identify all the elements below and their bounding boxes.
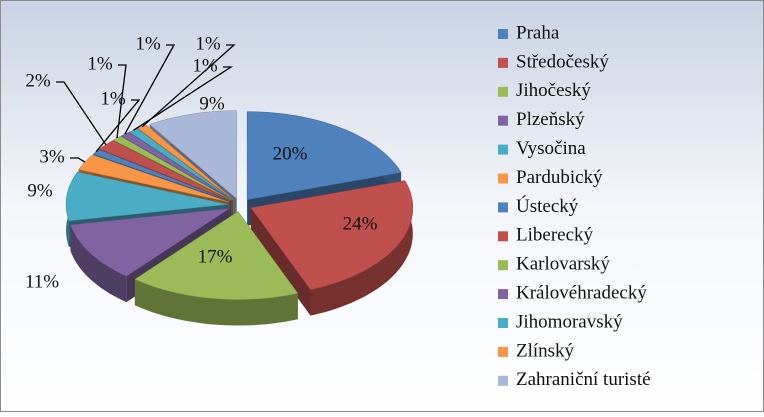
legend-label: Zahraniční turisté bbox=[516, 369, 651, 390]
slice bbox=[65, 171, 229, 222]
leader-line bbox=[124, 44, 176, 135]
legend-swatch bbox=[498, 115, 508, 126]
slice-side bbox=[310, 180, 413, 316]
slice-side bbox=[250, 207, 311, 316]
data-label: 24% bbox=[343, 213, 378, 234]
legend-swatch bbox=[498, 231, 508, 242]
data-label: 2% bbox=[25, 70, 51, 91]
leader-line bbox=[95, 99, 141, 153]
data-label: 11% bbox=[25, 271, 59, 292]
legend-swatch bbox=[498, 289, 508, 300]
legend-label: Pardubický bbox=[516, 167, 603, 188]
legend-swatch bbox=[498, 86, 508, 97]
legend-label: Královéhradecký bbox=[516, 282, 647, 303]
legend-swatch bbox=[498, 346, 508, 357]
legend-label: Jihočeský bbox=[516, 80, 591, 101]
leader-line bbox=[116, 64, 127, 139]
legend-swatch bbox=[498, 375, 508, 386]
legend-label: Jihomoravský bbox=[516, 311, 623, 332]
legend-label: Ústecký bbox=[516, 195, 579, 217]
slice bbox=[246, 111, 402, 200]
legend-swatch bbox=[498, 144, 508, 155]
slice bbox=[149, 110, 237, 200]
leader-line bbox=[133, 66, 234, 131]
leader-line bbox=[70, 157, 86, 163]
data-label: 17% bbox=[198, 246, 233, 267]
data-label: 3% bbox=[39, 146, 65, 167]
legend-swatch bbox=[498, 29, 508, 39]
data-label: 20% bbox=[273, 143, 308, 164]
data-label: 9% bbox=[27, 180, 53, 201]
slice-side bbox=[70, 224, 127, 303]
slice bbox=[250, 180, 414, 290]
leader-line bbox=[141, 44, 236, 128]
legend-label: Plzeňský bbox=[516, 109, 585, 130]
legend-label: Zlínský bbox=[516, 340, 575, 361]
legend-swatch bbox=[498, 202, 508, 213]
legend-swatch bbox=[498, 173, 508, 184]
legend-label: Karlovarský bbox=[516, 254, 610, 275]
leader-line bbox=[56, 81, 107, 146]
slice-side bbox=[134, 279, 298, 326]
legend-label: Liberecký bbox=[516, 225, 594, 246]
slice bbox=[134, 211, 299, 300]
data-label: 1% bbox=[100, 88, 126, 109]
legend-label: Vysočina bbox=[516, 138, 586, 159]
data-label: 9% bbox=[199, 93, 225, 114]
data-label: 1% bbox=[135, 33, 161, 54]
data-label: 1% bbox=[192, 55, 218, 76]
data-label: 1% bbox=[195, 33, 221, 54]
legend-label: Středočeský bbox=[516, 51, 609, 72]
data-label: 1% bbox=[87, 53, 113, 74]
slice bbox=[70, 208, 230, 277]
legend-swatch bbox=[498, 318, 508, 328]
legend-label: Praha bbox=[516, 22, 560, 43]
legend-swatch bbox=[498, 57, 508, 68]
legend-swatch bbox=[498, 260, 508, 271]
